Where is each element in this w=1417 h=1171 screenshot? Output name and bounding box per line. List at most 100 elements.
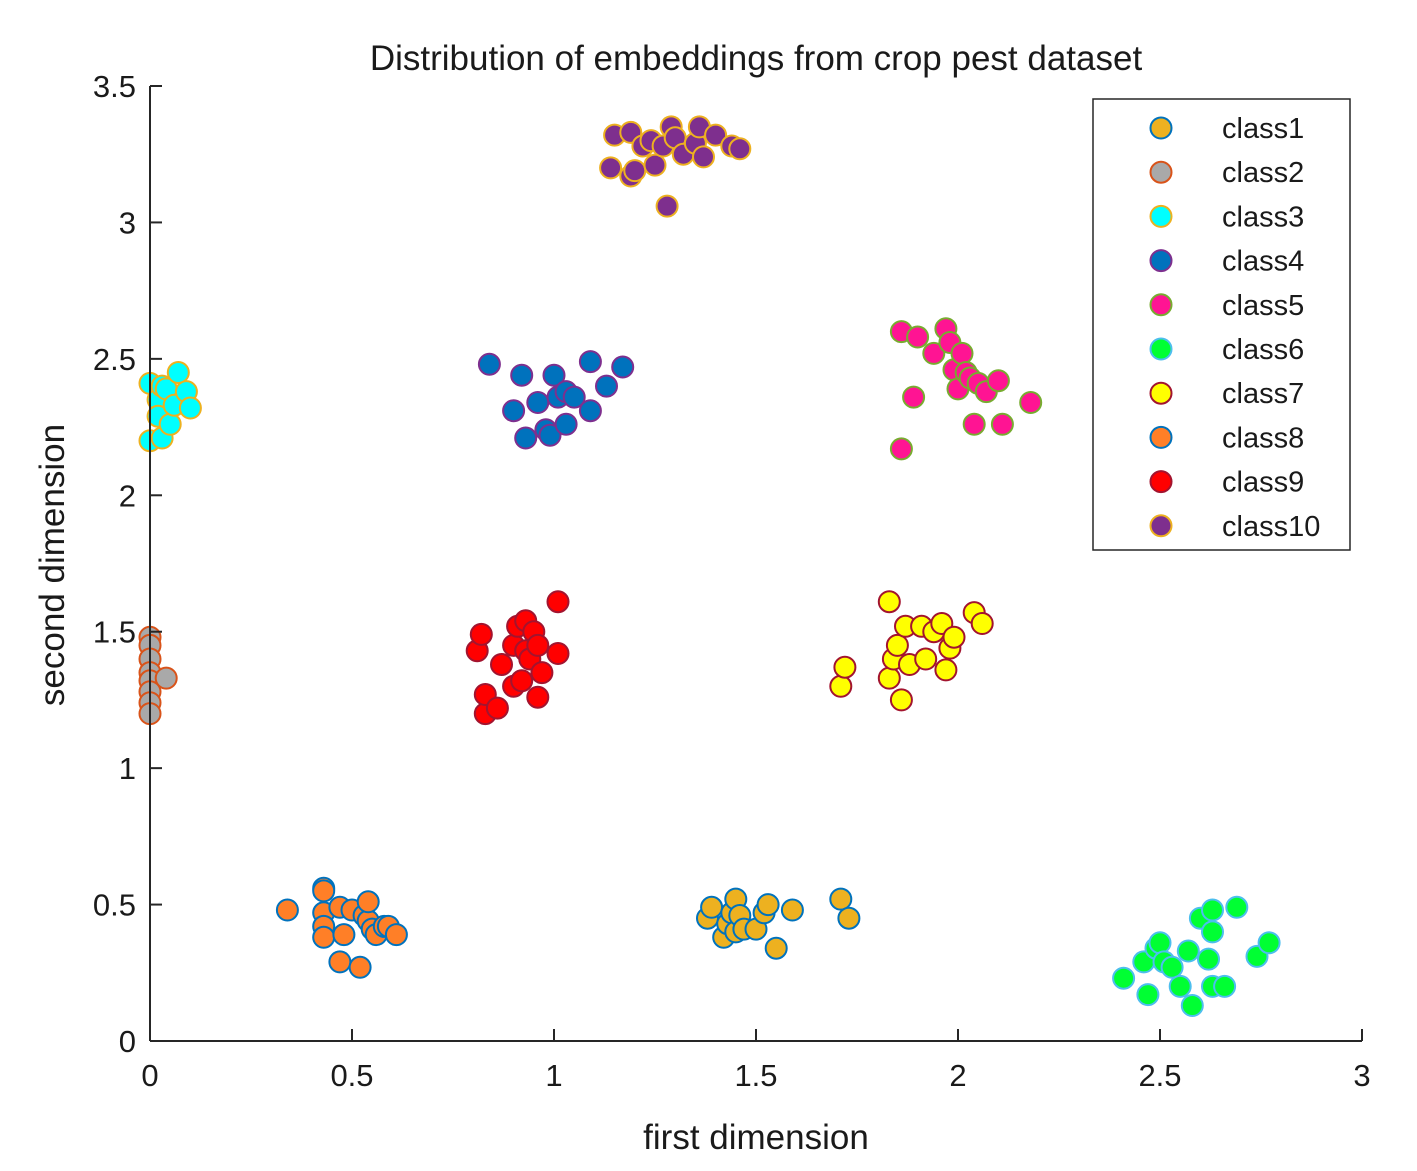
- series-class4: [477, 350, 635, 450]
- data-point: [178, 396, 202, 420]
- data-point: [829, 887, 853, 911]
- data-point: [542, 363, 566, 387]
- data-point: [348, 955, 372, 979]
- data-point: [902, 385, 926, 409]
- data-point: [1160, 955, 1184, 979]
- series-class5: [889, 317, 1043, 461]
- data-point: [502, 399, 526, 423]
- legend-marker: [1149, 381, 1173, 405]
- legend-label: class7: [1222, 378, 1304, 410]
- y-tick-label: 1: [119, 751, 136, 786]
- legend-box: [1092, 98, 1351, 551]
- data-point: [942, 625, 966, 649]
- data-point: [554, 412, 578, 436]
- plot-area: [138, 115, 1281, 1017]
- legend-entry-class7: class7: [1149, 378, 1304, 410]
- legend-entry-class3: class3: [1149, 201, 1304, 233]
- data-point: [970, 612, 994, 635]
- data-point: [728, 137, 752, 161]
- data-point: [829, 674, 853, 698]
- data-point: [934, 658, 958, 682]
- y-tick-label: 1.5: [93, 615, 136, 650]
- series-class1: [696, 887, 861, 960]
- data-point: [837, 906, 861, 930]
- y-tick-label: 3: [119, 205, 136, 240]
- data-point: [906, 325, 930, 349]
- data-point: [1176, 939, 1200, 963]
- data-point: [704, 123, 728, 147]
- data-point: [275, 898, 299, 922]
- legend-label: class5: [1222, 290, 1304, 322]
- y-tick-label: 2: [119, 478, 136, 513]
- data-point: [623, 159, 647, 183]
- legend-marker: [1149, 160, 1173, 184]
- legend-marker: [1149, 293, 1173, 317]
- series-class10: [599, 115, 752, 218]
- data-point: [692, 145, 715, 169]
- data-point: [490, 653, 513, 676]
- data-point: [643, 153, 667, 177]
- legend-label: class10: [1222, 511, 1320, 543]
- data-point: [546, 642, 570, 665]
- chart-title: Distribution of embeddings from crop pes…: [370, 39, 1143, 78]
- data-point: [877, 666, 901, 690]
- x-tick-label: 2: [949, 1058, 966, 1093]
- series-class7: [829, 590, 994, 712]
- legend-label: class8: [1222, 422, 1304, 454]
- data-point: [1225, 895, 1249, 919]
- axes: 0 0.5 1 1.5 2 2.5 3 0 0.5 1 1.5 2 2.5 3 3.5: [93, 69, 1371, 1093]
- legend: class1 class2 class3 class4 class5 class6 clas…: [1092, 98, 1351, 551]
- data-point: [885, 633, 909, 657]
- data-point: [962, 412, 986, 436]
- data-point: [611, 355, 635, 379]
- data-point: [700, 895, 724, 919]
- data-point: [1148, 931, 1172, 955]
- legend-entry-class2: class2: [1149, 157, 1304, 189]
- data-point: [356, 890, 380, 914]
- data-point: [485, 696, 509, 720]
- legend-entry-class10: class10: [1149, 511, 1320, 543]
- data-point: [158, 412, 182, 436]
- y-tick-label: 2.5: [93, 342, 136, 377]
- data-point: [477, 352, 501, 376]
- data-point: [384, 923, 408, 947]
- data-point: [526, 685, 550, 709]
- legend-marker: [1149, 470, 1173, 494]
- data-point: [526, 391, 550, 414]
- data-point: [328, 950, 352, 974]
- data-point: [1136, 983, 1160, 1007]
- data-point: [889, 688, 913, 712]
- data-point: [538, 423, 562, 447]
- data-point: [578, 350, 602, 374]
- legend-entry-class8: class8: [1149, 422, 1304, 454]
- data-point: [546, 590, 570, 614]
- x-tick-label: 1: [545, 1058, 562, 1093]
- data-point: [655, 194, 679, 218]
- legend-label: class4: [1222, 246, 1304, 278]
- legend-entry-class6: class6: [1149, 334, 1304, 366]
- data-point: [833, 655, 857, 679]
- data-point: [922, 341, 946, 365]
- data-point: [756, 893, 780, 917]
- x-axis-label: first dimension: [643, 1118, 869, 1157]
- legend-marker: [1149, 204, 1173, 228]
- data-point: [1197, 947, 1220, 971]
- legend-entry-class4: class4: [1149, 246, 1304, 278]
- x-tick-label: 2.5: [1138, 1058, 1181, 1093]
- data-point: [1201, 898, 1224, 922]
- data-point: [595, 374, 618, 398]
- data-point: [469, 622, 493, 646]
- legend-label: class9: [1222, 467, 1304, 499]
- data-point: [1257, 931, 1281, 955]
- data-point: [514, 426, 538, 450]
- legend-label: class1: [1222, 113, 1304, 145]
- data-point: [562, 385, 586, 409]
- data-point: [312, 925, 336, 949]
- data-point: [986, 369, 1010, 393]
- x-tick-label: 0: [141, 1058, 158, 1093]
- x-tick-label: 0.5: [330, 1058, 373, 1093]
- data-point: [1112, 966, 1136, 990]
- y-tick-label: 3.5: [93, 69, 136, 104]
- legend-marker: [1149, 116, 1173, 140]
